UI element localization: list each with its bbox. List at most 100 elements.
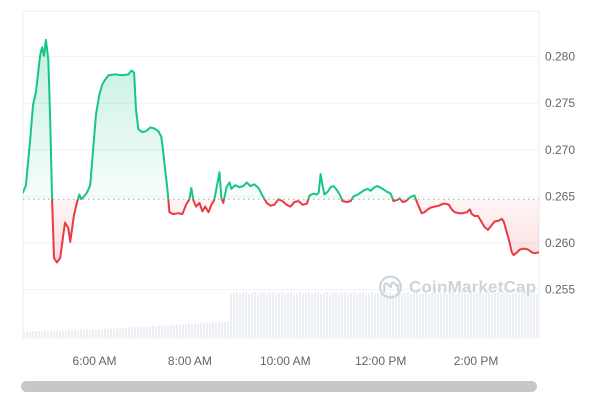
volume-bar (377, 293, 379, 337)
volume-bar (434, 292, 436, 337)
y-axis-label: 0.265 (545, 189, 575, 203)
volume-bar (122, 327, 124, 337)
volume-bar (59, 330, 61, 337)
volume-bar (137, 327, 139, 337)
volume-bar (350, 293, 352, 337)
volume-bar (533, 292, 535, 337)
volume-bar (494, 293, 496, 337)
volume-bar (413, 293, 415, 337)
volume-bar (200, 323, 202, 337)
volume-bar (419, 294, 421, 337)
volume-bar (416, 292, 418, 337)
volume-bar (32, 331, 34, 337)
x-axis-label: 6:00 AM (73, 354, 117, 368)
volume-bar (47, 331, 49, 337)
volume-bar (368, 293, 370, 337)
volume-bar (470, 292, 472, 337)
volume-bar (50, 330, 52, 337)
volume-bar (371, 292, 373, 337)
volume-bar (188, 323, 190, 337)
volume-bar (320, 294, 322, 337)
volume-bar (314, 293, 316, 337)
volume-bar (464, 294, 466, 337)
y-axis-label: 0.270 (545, 143, 575, 157)
volume-bar (341, 293, 343, 337)
volume-bar (302, 294, 304, 337)
volume-bar (380, 292, 382, 337)
volume-bar (155, 326, 157, 337)
volume-bar (134, 327, 136, 337)
volume-bar (149, 326, 151, 337)
volume-bars (23, 292, 538, 337)
volume-bar (116, 328, 118, 337)
y-axis-label: 0.260 (545, 236, 575, 250)
volume-bar (110, 328, 112, 337)
volume-bar (101, 329, 103, 337)
volume-bar (185, 324, 187, 337)
price-line-down-segment (51, 199, 539, 264)
volume-bar (524, 292, 526, 337)
volume-bar (71, 330, 73, 337)
volume-bar (173, 325, 175, 337)
volume-bar (86, 329, 88, 337)
chart-scrollbar[interactable] (21, 381, 537, 392)
volume-bar (179, 324, 181, 337)
volume-bar (275, 294, 277, 337)
volume-bar (422, 293, 424, 337)
volume-bar (335, 292, 337, 337)
volume-bar (146, 326, 148, 337)
volume-bar (344, 292, 346, 337)
volume-bar (500, 294, 502, 337)
volume-bar (221, 322, 223, 337)
plot-border (22, 10, 540, 339)
volume-bar (488, 292, 490, 337)
volume-bar (299, 292, 301, 337)
volume-bar (521, 293, 523, 337)
volume-bar (278, 293, 280, 337)
volume-bar (389, 292, 391, 337)
volume-bar (65, 330, 67, 337)
y-axis-label: 0.255 (545, 283, 575, 297)
volume-bar (359, 293, 361, 337)
volume-bar (68, 330, 70, 337)
volume-bar (404, 293, 406, 337)
y-axis-label: 0.275 (545, 96, 575, 110)
volume-bar (290, 292, 292, 337)
volume-bar (230, 294, 232, 337)
volume-bar (191, 324, 193, 337)
volume-bar (80, 329, 82, 337)
volume-bar (455, 294, 457, 337)
volume-bar (503, 293, 505, 337)
volume-bar (119, 328, 121, 337)
volume-bar (305, 293, 307, 337)
volume-bar (41, 331, 43, 337)
volume-bar (452, 292, 454, 337)
volume-bar (485, 293, 487, 337)
volume-bar (143, 327, 145, 337)
volume-bar (398, 292, 400, 337)
volume-bar (374, 294, 376, 337)
volume-bar (83, 330, 85, 337)
volume-bar (128, 327, 130, 337)
watermark-text: CoinMarketCap (409, 278, 536, 297)
volume-bar (437, 294, 439, 337)
volume-bar (239, 294, 241, 337)
coinmarketcap-logo-icon (379, 275, 402, 299)
volume-bar (245, 292, 247, 337)
volume-bar (296, 293, 298, 337)
volume-bar (62, 330, 64, 337)
volume-bar (476, 293, 478, 337)
volume-bar (287, 293, 289, 337)
volume-bar (536, 294, 538, 337)
volume-bar (407, 292, 409, 337)
volume-bar (44, 330, 46, 337)
volume-bar (164, 325, 166, 337)
volume-bar (293, 294, 295, 337)
volume-bar (461, 292, 463, 337)
volume-bar (530, 293, 532, 337)
volume-bar (428, 294, 430, 337)
volume-bar (362, 292, 364, 337)
volume-bar (107, 329, 109, 337)
volume-bar (251, 293, 253, 337)
